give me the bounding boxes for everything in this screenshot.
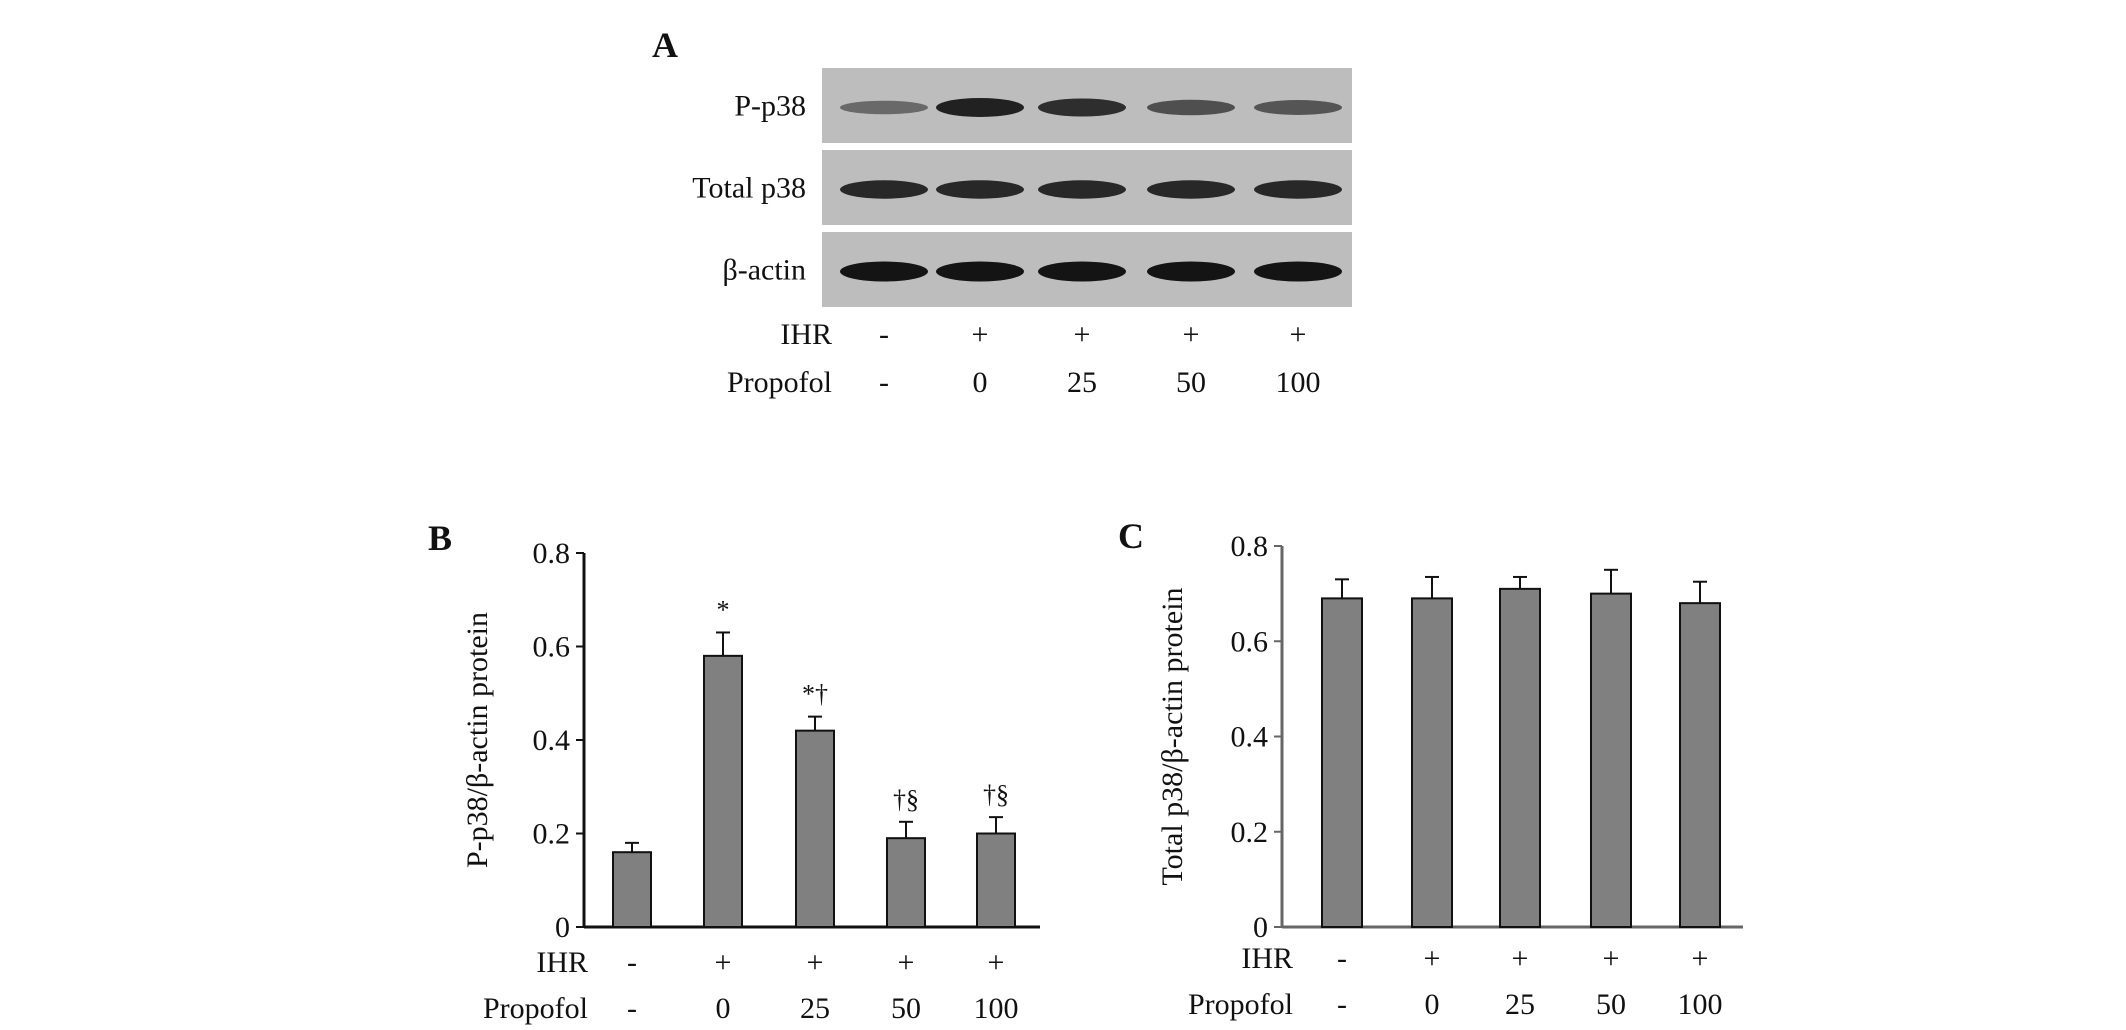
panel-a-propofol-value: 0 <box>973 366 988 399</box>
bar <box>703 654 743 928</box>
propofol-value: 0 <box>716 992 731 1025</box>
ihr-value: + <box>1424 942 1441 975</box>
panel-a-ihr-value: + <box>972 318 989 351</box>
propofol-value: 25 <box>1505 988 1535 1021</box>
blot-band <box>936 261 1024 282</box>
blot-rows: P-p38 Total p38 β-actin <box>692 68 1352 307</box>
blot-band <box>1147 261 1235 282</box>
blot-band <box>936 180 1024 199</box>
blot-row-label: Total p38 <box>692 172 806 205</box>
y-tick-label: 0.8 <box>533 537 571 570</box>
propofol-row-label: Propofol <box>1188 988 1293 1021</box>
panel-a-ihr-value: + <box>1183 318 1200 351</box>
blot-band <box>1038 180 1126 199</box>
panel-a-propofol-value: 50 <box>1176 366 1206 399</box>
ihr-value: + <box>1692 942 1709 975</box>
panel-a-ihr-value: - <box>879 318 889 351</box>
panel-a-propofol-value: 25 <box>1067 366 1097 399</box>
significance-label: †§ <box>983 780 1009 809</box>
bar <box>1321 597 1363 928</box>
y-tick-label: 0.4 <box>533 724 571 757</box>
ihr-value: + <box>1512 942 1529 975</box>
panel-a-propofol-value: 100 <box>1276 366 1321 399</box>
propofol-value: - <box>627 992 637 1025</box>
ihr-value: + <box>898 946 915 979</box>
propofol-value: 0 <box>1425 988 1440 1021</box>
blot-band <box>1254 100 1342 115</box>
blot-band <box>1038 98 1126 117</box>
panel-b-chart: B 0 0.2 0.4 0.6 0.8 P-p38/β-actin protein * *† †… <box>428 518 1040 1025</box>
blot-band <box>1147 180 1235 199</box>
panel-a-letter: A <box>652 25 678 65</box>
panel-b-letter: B <box>428 518 452 558</box>
y-tick-label: 0.2 <box>533 818 571 851</box>
bar <box>1590 592 1632 928</box>
ihr-value: - <box>1337 942 1347 975</box>
y-tick-label: 0.6 <box>533 631 571 664</box>
propofol-value: 50 <box>891 992 921 1025</box>
panel-a-ihr-value: + <box>1290 318 1307 351</box>
panel-c-chart: C 0 0.2 0.4 0.6 0.8 Total p38/β-actin protein… <box>1118 516 1743 1021</box>
propofol-value: 25 <box>800 992 830 1025</box>
bar <box>1411 597 1453 928</box>
propofol-value: 100 <box>974 992 1019 1025</box>
propofol-row-label: Propofol <box>483 992 588 1025</box>
panel-c-letter: C <box>1118 516 1144 556</box>
y-axis-label: Total p38/β-actin protein <box>1156 587 1189 885</box>
blot-band <box>840 261 928 282</box>
blot-band <box>1254 180 1342 199</box>
ihr-value: - <box>627 946 637 979</box>
bar <box>886 837 926 928</box>
significance-label: * <box>717 595 730 624</box>
y-tick-label: 0.8 <box>1231 530 1269 563</box>
blot-band <box>1038 261 1126 282</box>
y-tick-label: 0.6 <box>1231 625 1269 658</box>
y-tick-label: 0.2 <box>1231 816 1269 849</box>
bar <box>976 832 1016 928</box>
bar <box>612 851 652 929</box>
bar <box>1499 587 1541 928</box>
blot-band <box>936 98 1024 117</box>
y-tick-label: 0 <box>1253 911 1268 944</box>
panel-a-ihr-label: IHR <box>780 318 832 351</box>
propofol-value: 50 <box>1596 988 1626 1021</box>
propofol-value: - <box>1337 988 1347 1021</box>
blot-band <box>1147 99 1235 116</box>
panel-a-ihr-values: - + + + + <box>879 318 1306 351</box>
ihr-value: + <box>988 946 1005 979</box>
blot-row-label: P-p38 <box>734 90 806 123</box>
significance-label: †§ <box>893 785 919 814</box>
blot-band <box>840 180 928 199</box>
panel-a-propofol-label: Propofol <box>727 366 832 399</box>
ihr-row-label: IHR <box>1241 942 1293 975</box>
y-tick-label: 0.4 <box>1231 721 1269 754</box>
panel-a-ihr-value: + <box>1074 318 1091 351</box>
blot-row-label: β-actin <box>722 254 806 287</box>
panel-a-propofol-value: - <box>879 366 889 399</box>
ihr-value: + <box>1603 942 1620 975</box>
ihr-value: + <box>807 946 824 979</box>
ihr-value: + <box>715 946 732 979</box>
significance-label: *† <box>802 680 828 709</box>
blot-band <box>840 100 928 115</box>
panel-a-western-blot: A P-p38 Total p38 β-actin IHR Propofol - + +… <box>652 25 1352 399</box>
y-tick-label: 0 <box>555 911 570 944</box>
bar <box>795 729 835 929</box>
blot-band <box>1254 261 1342 282</box>
bar <box>1679 602 1721 929</box>
y-axis-label: P-p38/β-actin protein <box>461 612 494 868</box>
propofol-value: 100 <box>1678 988 1723 1021</box>
ihr-row-label: IHR <box>536 946 588 979</box>
panel-a-propofol-values: - 0 25 50 100 <box>879 366 1321 399</box>
